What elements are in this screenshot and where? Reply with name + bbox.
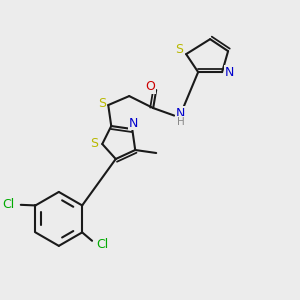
Text: S: S	[175, 43, 183, 56]
Text: H: H	[178, 117, 185, 127]
Text: S: S	[90, 137, 98, 150]
Text: N: N	[225, 66, 234, 79]
Text: S: S	[98, 98, 106, 110]
Text: N: N	[176, 107, 185, 120]
Text: Cl: Cl	[96, 238, 109, 251]
Text: Cl: Cl	[2, 198, 15, 211]
Text: N: N	[129, 116, 138, 130]
Text: O: O	[145, 80, 155, 93]
